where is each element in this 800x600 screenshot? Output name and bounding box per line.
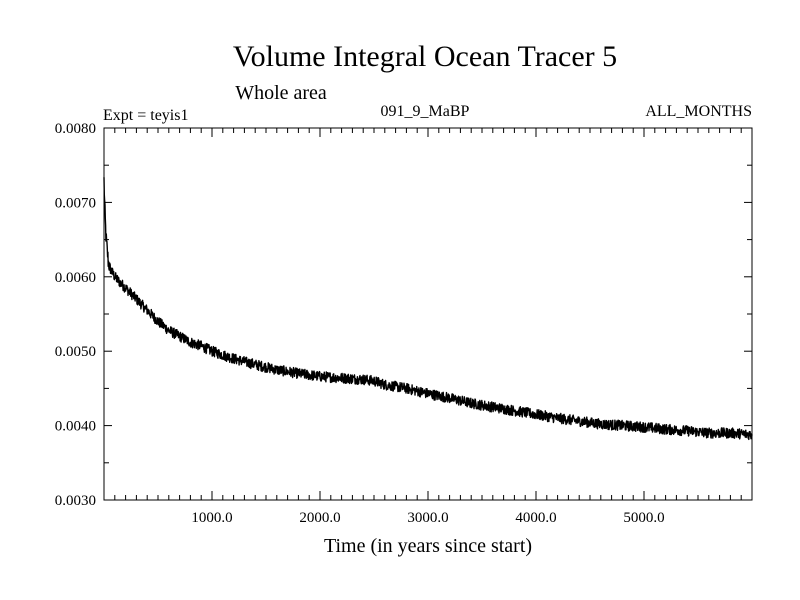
x-axis: 1000.0 2000.0 3000.0 4000.0 5000.0	[114, 128, 742, 526]
x-tick-label: 1000.0	[191, 510, 232, 526]
annotation-center: 091_9_MaBP	[381, 103, 470, 120]
plot-frame	[103, 127, 753, 501]
y-tick-label: 0.0040	[55, 419, 96, 435]
y-axis: 0.0030 0.0040 0.0050 0.0060 0.0070 0.0080	[55, 121, 752, 509]
y-tick-label: 0.0060	[55, 270, 96, 286]
x-tick-label: 5000.0	[623, 510, 664, 526]
x-tick-label: 3000.0	[407, 510, 448, 526]
y-tick-label: 0.0050	[55, 344, 96, 360]
y-tick-label: 0.0070	[55, 195, 96, 211]
annotation-left: Expt = teyis1	[103, 107, 188, 124]
x-axis-label: Time (in years since start)	[324, 535, 532, 557]
series-line-0	[103, 177, 753, 441]
y-tick-label: 0.0030	[55, 493, 96, 509]
series-group	[103, 177, 753, 441]
y-tick-label: 0.0080	[55, 121, 96, 137]
chart-subtitle: Whole area	[235, 82, 327, 104]
chart-title: Volume Integral Ocean Tracer 5	[233, 40, 617, 73]
x-tick-label: 2000.0	[299, 510, 340, 526]
annotation-right: ALL_MONTHS	[645, 103, 752, 120]
x-tick-label: 4000.0	[515, 510, 556, 526]
